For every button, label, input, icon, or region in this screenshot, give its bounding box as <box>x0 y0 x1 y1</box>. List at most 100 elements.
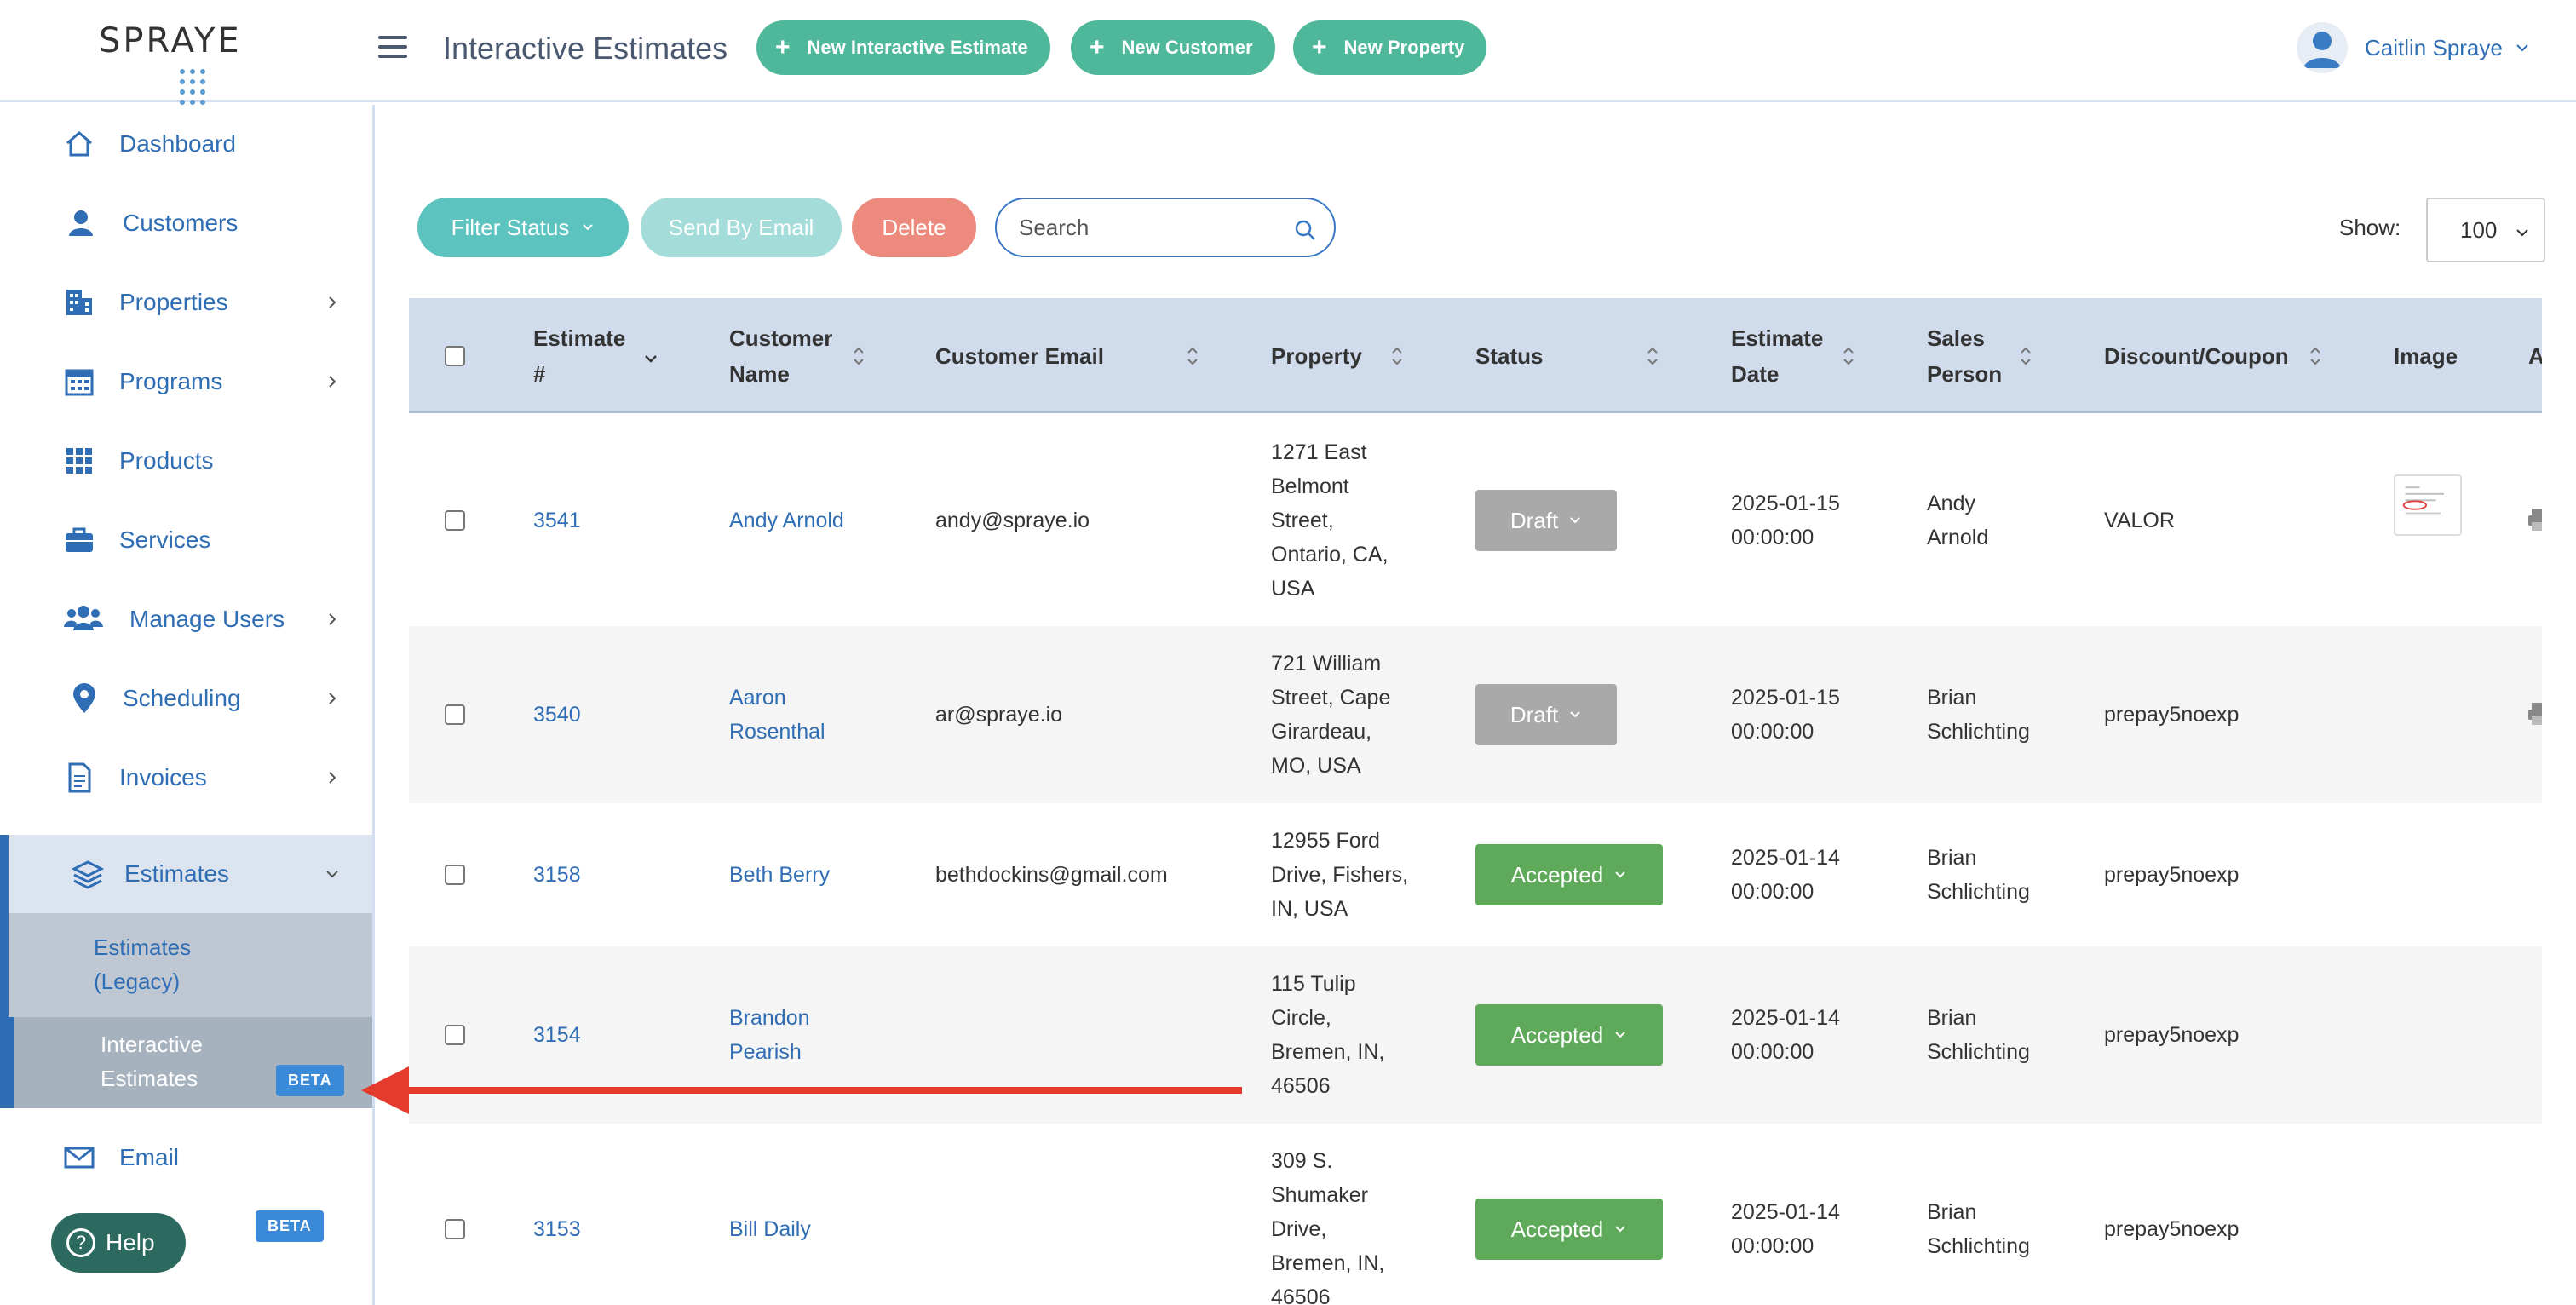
estimate-number-link[interactable]: 3540 <box>533 703 581 727</box>
status-dropdown-accepted[interactable]: Accepted <box>1475 1004 1663 1066</box>
beta-badge: BETA <box>276 1065 344 1096</box>
estimate-date: 2025-01-15 00:00:00 <box>1731 492 1840 549</box>
chevron-down-icon <box>1570 517 1580 524</box>
sidebar-item-email[interactable]: Email <box>0 1118 372 1197</box>
print-icon[interactable] <box>2527 507 2542 532</box>
sort-icon[interactable] <box>2019 344 2033 368</box>
row-checkbox[interactable] <box>445 1219 465 1239</box>
layers-icon <box>72 860 104 889</box>
search-icon[interactable] <box>1293 218 1317 242</box>
column-header-discount-coupon[interactable]: Discount/Coupon <box>2104 342 2289 369</box>
customer-name-link[interactable]: Aaron Rosenthal <box>729 686 825 744</box>
column-header-customer-email[interactable]: Customer Email <box>935 342 1104 369</box>
table-header: Estimate # Customer Name Customer Email Pr… <box>409 298 2542 413</box>
sort-icon[interactable] <box>852 344 865 368</box>
chevron-down-icon <box>2516 229 2528 237</box>
sidebar-item-label: Manage Users <box>129 606 285 632</box>
hamburger-menu-icon[interactable] <box>378 36 407 61</box>
column-header-customer-name[interactable]: Customer Name <box>729 325 833 387</box>
sidebar-item-customers[interactable]: Customers <box>0 184 372 262</box>
sort-icon[interactable] <box>2309 344 2322 368</box>
column-header-estimate[interactable]: Estimate # <box>533 325 626 387</box>
sort-icon[interactable] <box>1186 344 1199 368</box>
estimate-date: 2025-01-14 00:00:00 <box>1731 1200 1840 1258</box>
status-dropdown-accepted[interactable]: Accepted <box>1475 1199 1663 1260</box>
new-interactive-estimate-button[interactable]: + New Interactive Estimate <box>756 20 1050 75</box>
sort-desc-icon[interactable] <box>644 348 658 371</box>
sidebar-item-estimates[interactable]: Estimates <box>0 835 372 913</box>
column-header-estimate-date[interactable]: Estimate Date <box>1731 325 1824 387</box>
page-title: Interactive Estimates <box>443 31 728 66</box>
estimate-number-link[interactable]: 3158 <box>533 863 581 887</box>
avatar <box>2297 22 2348 73</box>
send-by-email-button[interactable]: Send By Email <box>641 198 842 257</box>
chevron-down-icon <box>1615 1032 1625 1038</box>
sort-icon[interactable] <box>1842 344 1855 368</box>
estimates-table: Estimate # Customer Name Customer Email Pr… <box>409 298 2542 1305</box>
sidebar-subitem-interactive-estimates[interactable]: Interactive Estimates BETA <box>9 1017 372 1108</box>
search-input[interactable] <box>1019 214 1274 241</box>
status-label: Draft <box>1509 507 1559 533</box>
grid-icon <box>66 448 92 474</box>
user-name: Caitlin Spraye <box>2365 34 2503 60</box>
sidebar-item-scheduling[interactable]: Scheduling <box>0 659 372 738</box>
map-pin-icon <box>73 683 95 713</box>
help-label: Help <box>106 1229 155 1256</box>
row-checkbox[interactable] <box>445 1025 465 1045</box>
estimate-number-link[interactable]: 3541 <box>533 509 581 532</box>
user-menu[interactable]: Caitlin Spraye <box>2297 20 2530 75</box>
customer-name-link[interactable]: Brandon Pearish <box>729 1006 810 1064</box>
sort-icon[interactable] <box>1390 344 1404 368</box>
sidebar-subitem-estimates-legacy[interactable]: Estimates (Legacy) <box>9 913 372 1017</box>
sidebar-item-invoices[interactable]: Invoices <box>0 739 372 817</box>
avatar-person-icon <box>2297 22 2348 73</box>
calendar-icon <box>65 369 94 396</box>
status-dropdown-accepted[interactable]: Accepted <box>1475 844 1663 905</box>
sidebar-item-products[interactable]: Products <box>0 422 372 500</box>
status-label: Accepted <box>1510 1216 1604 1242</box>
sidebar-item-dashboard[interactable]: Dashboard <box>0 105 372 183</box>
sidebar-item-properties[interactable]: Properties <box>0 263 372 342</box>
customer-name-link[interactable]: Beth Berry <box>729 863 831 887</box>
new-property-label: New Property <box>1343 37 1465 58</box>
customer-name-link[interactable]: Bill Daily <box>729 1217 811 1241</box>
new-property-button[interactable]: + New Property <box>1293 20 1487 75</box>
estimate-number-link[interactable]: 3153 <box>533 1217 581 1241</box>
row-checkbox[interactable] <box>445 865 465 885</box>
users-icon <box>64 606 103 630</box>
row-checkbox[interactable] <box>445 510 465 531</box>
sidebar-item-manage-users[interactable]: Manage Users <box>0 580 372 658</box>
status-dropdown-draft[interactable]: Draft <box>1475 684 1617 745</box>
sales-person: Brian Schlichting <box>1927 846 2030 904</box>
spraye-logo[interactable]: SPRAYE <box>99 24 256 105</box>
new-interactive-estimate-label: New Interactive Estimate <box>807 37 1028 58</box>
new-customer-button[interactable]: + New Customer <box>1071 20 1275 75</box>
property-address: 721 William Street, Cape Girardeau, MO, USA <box>1271 652 1391 778</box>
sort-icon[interactable] <box>1646 344 1659 368</box>
estimate-number-link[interactable]: 3154 <box>533 1023 581 1047</box>
help-button[interactable]: ? Help <box>51 1213 186 1273</box>
mail-icon <box>64 1147 95 1169</box>
filter-status-button[interactable]: Filter Status <box>417 198 629 257</box>
column-header-status[interactable]: Status <box>1475 342 1544 369</box>
print-icon[interactable] <box>2527 701 2542 727</box>
building-icon <box>66 290 92 315</box>
column-header-property[interactable]: Property <box>1271 342 1362 369</box>
sidebar-item-label: Invoices <box>119 764 207 790</box>
sidebar-item-services[interactable]: Services <box>0 501 372 579</box>
status-dropdown-draft[interactable]: Draft <box>1475 490 1617 551</box>
customer-name-link[interactable]: Andy Arnold <box>729 509 844 532</box>
select-all-checkbox[interactable] <box>445 346 465 366</box>
delete-button[interactable]: Delete <box>852 198 976 257</box>
status-label: Accepted <box>1510 861 1604 888</box>
table-row: 3153 Bill Daily 309 S. Shumaker Drive, Brem… <box>409 1124 2542 1305</box>
estimate-thumbnail[interactable] <box>2394 474 2462 536</box>
briefcase-icon <box>66 527 93 552</box>
column-header-sales-person[interactable]: Sales Person <box>1927 325 2003 387</box>
chevron-right-icon <box>329 772 336 784</box>
discount-coupon: prepay5noexp <box>2104 863 2240 887</box>
page-size-value: 100 <box>2460 216 2498 243</box>
page-size-select[interactable]: 100 <box>2426 198 2545 262</box>
row-checkbox[interactable] <box>445 704 465 725</box>
sidebar-item-programs[interactable]: Programs <box>0 342 372 421</box>
